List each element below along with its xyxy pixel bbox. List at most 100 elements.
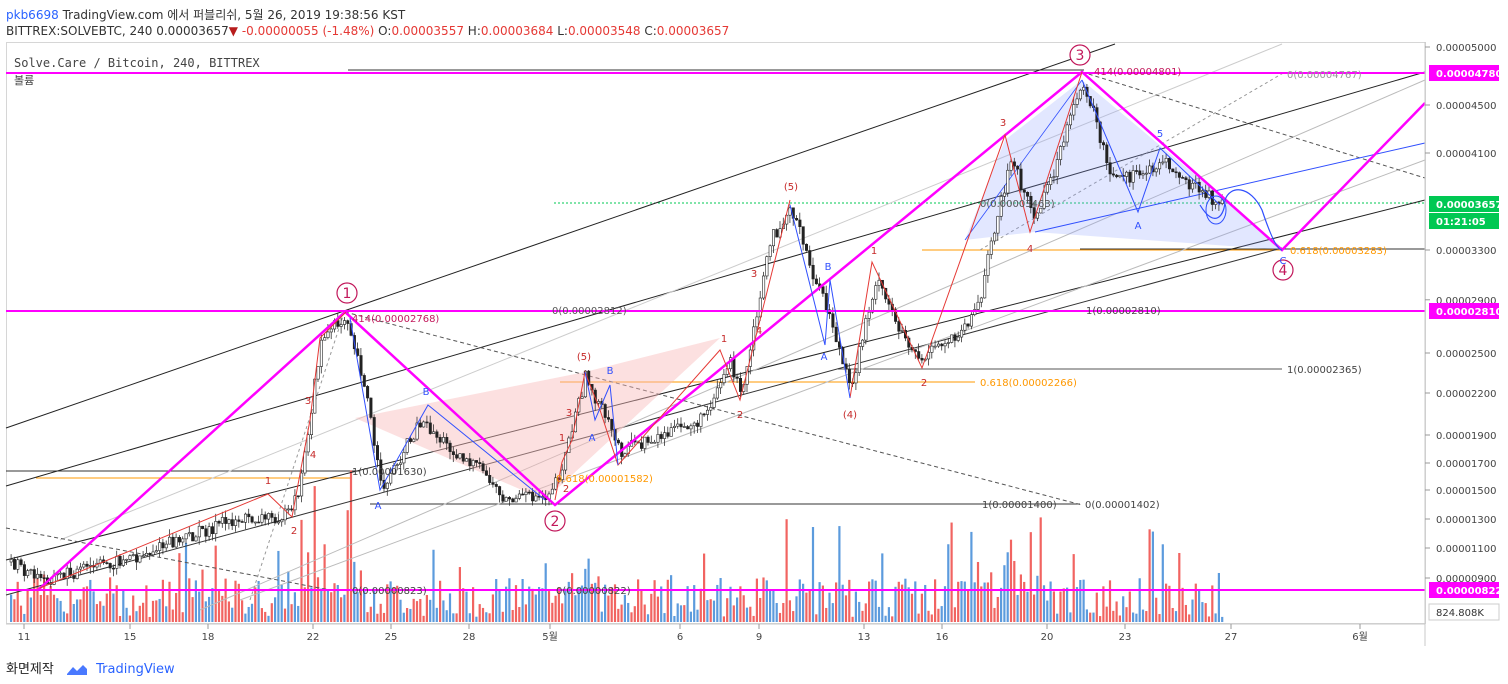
- candle-body: [824, 293, 828, 311]
- volume-bar: [462, 588, 465, 622]
- volume-bar: [930, 614, 933, 622]
- volume-bar: [330, 592, 333, 622]
- candle-body: [39, 573, 43, 579]
- volume-bar: [1062, 588, 1065, 622]
- candle-body: [415, 422, 419, 440]
- volume-bar: [1046, 600, 1049, 622]
- wave-label-minor: (4): [843, 410, 857, 421]
- candle-body: [118, 555, 122, 566]
- volume-label: 볼륨: [14, 74, 35, 87]
- y-tick-label: 0.00001500: [1436, 486, 1496, 497]
- candle-body: [461, 453, 465, 462]
- candle-body: [653, 441, 657, 444]
- volume-bar: [531, 588, 534, 622]
- volume-bar: [432, 549, 435, 622]
- y-tick-label: 0.00000900: [1436, 574, 1496, 585]
- candle-body: [339, 324, 343, 327]
- chart-title: Solve.Care / Bitcoin, 240, BITTREX: [14, 56, 260, 70]
- volume-bar: [151, 600, 155, 622]
- volume-bar: [33, 569, 36, 622]
- candle-body: [112, 567, 116, 570]
- wave-label-minor: 1: [265, 476, 271, 487]
- wave-label-minor: (5): [577, 352, 591, 363]
- volume-bar: [604, 584, 607, 622]
- volume-bar: [1138, 578, 1141, 622]
- x-tick-label: 28: [463, 632, 476, 643]
- volume-bar: [208, 596, 211, 622]
- volume-bar: [1171, 607, 1174, 622]
- fib-label: 414(0.00002768): [352, 314, 439, 325]
- volume-bar: [26, 590, 29, 622]
- candle-body: [366, 386, 370, 399]
- volume-bar: [600, 611, 603, 622]
- candle-body: [874, 285, 878, 300]
- tradingview-logo-icon: [66, 664, 87, 675]
- wave-circle: [544, 510, 566, 532]
- price-flag: [1429, 303, 1499, 319]
- candle-body: [197, 525, 201, 538]
- candle-body: [145, 553, 149, 556]
- volume-bar: [924, 584, 927, 622]
- volume-bar: [1036, 575, 1039, 622]
- author-name[interactable]: pkb6698: [6, 8, 59, 22]
- candle-body: [1148, 165, 1152, 174]
- volume-bar: [165, 606, 168, 622]
- volume-bar: [56, 598, 59, 622]
- volume-bar: [297, 605, 300, 622]
- x-tick-label: 9: [756, 632, 762, 643]
- volume-bar: [765, 580, 768, 622]
- volume-bar: [336, 584, 339, 622]
- fib-label: 1(0.00002365): [1287, 365, 1362, 376]
- wave-label-major: 3: [1076, 48, 1085, 64]
- low-label: L:: [557, 24, 568, 38]
- volume-bar: [52, 594, 56, 622]
- volume-bar: [118, 616, 122, 622]
- volume-bar: [422, 615, 425, 622]
- volume-bar: [353, 561, 356, 622]
- brand-name[interactable]: TradingView: [96, 662, 175, 677]
- volume-bar: [95, 604, 98, 622]
- volume-bar: [666, 579, 669, 622]
- volume-bar: [105, 593, 108, 622]
- candle-body: [870, 298, 874, 313]
- volume-bar: [782, 602, 785, 622]
- volume-bar: [643, 604, 646, 622]
- candle-body: [936, 343, 940, 347]
- candle-body: [861, 339, 865, 347]
- wave-label-minor: 1: [871, 246, 877, 257]
- open-value: 0.00003557: [391, 24, 464, 38]
- volume-bar: [736, 597, 739, 622]
- price-flag: [1429, 65, 1499, 81]
- volume-bar: [693, 585, 696, 622]
- volume-bar: [610, 587, 613, 622]
- volume-bar: [831, 603, 834, 622]
- volume-bar: [257, 580, 260, 622]
- candle-body: [666, 432, 670, 437]
- volume-bar: [1211, 585, 1214, 622]
- volume-bar: [877, 606, 881, 622]
- wave-label-minor: 2: [921, 378, 927, 389]
- volume-bar: [1033, 594, 1036, 622]
- volume-bar: [175, 592, 178, 622]
- volume-bar: [1095, 592, 1098, 622]
- volume-bar: [231, 607, 234, 622]
- volume-bar: [1178, 552, 1181, 622]
- channel-line: [5, 247, 1283, 596]
- wave-abc: [1081, 79, 1221, 214]
- candle-body: [326, 331, 330, 338]
- candle-body: [821, 286, 825, 294]
- candle-body: [286, 508, 290, 511]
- candle-body: [181, 538, 185, 543]
- candle-body: [230, 519, 234, 526]
- volume-bar: [709, 599, 712, 622]
- volume-bar: [580, 585, 584, 622]
- volume-bar: [366, 612, 369, 622]
- wave-sub: [554, 199, 791, 501]
- volume-bar: [521, 579, 524, 622]
- volume-bar: [290, 604, 293, 622]
- volume-bar: [637, 579, 640, 622]
- volume-bar: [389, 581, 392, 622]
- volume-bar: [567, 581, 570, 622]
- candle-body: [59, 572, 63, 575]
